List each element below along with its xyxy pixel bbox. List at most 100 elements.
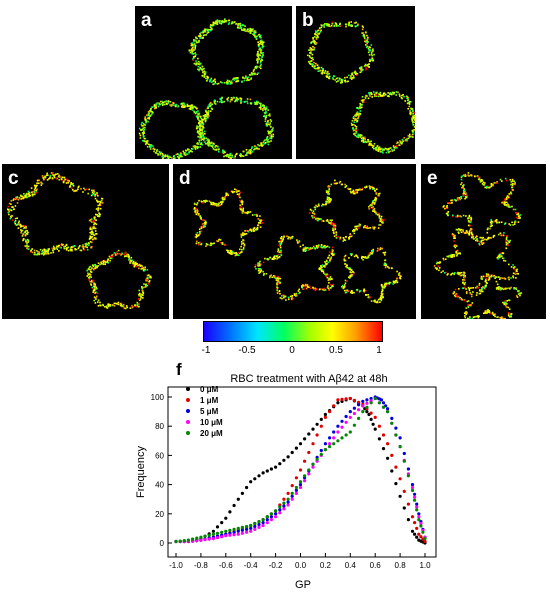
membrane-pixel: [499, 178, 502, 181]
membrane-pixel: [134, 261, 137, 264]
membrane-pixel: [205, 242, 208, 245]
membrane-pixel: [353, 71, 356, 74]
membrane-pixel: [322, 68, 324, 70]
membrane-pixel: [412, 122, 414, 124]
membrane-pixel: [91, 264, 94, 266]
membrane-pixel: [29, 194, 32, 197]
membrane-pixel: [244, 76, 247, 79]
membrane-pixel: [329, 258, 331, 261]
membrane-pixel: [253, 68, 255, 71]
membrane-pixel: [307, 60, 310, 63]
membrane-pixel: [256, 73, 258, 76]
membrane-pixel: [135, 305, 138, 308]
membrane-pixel: [139, 137, 142, 139]
membrane-pixel: [265, 107, 267, 110]
membrane-pixel: [249, 152, 252, 155]
membrane-pixel: [16, 223, 18, 226]
membrane-pixel: [196, 142, 199, 144]
membrane-pixel: [265, 114, 268, 117]
membrane-pixel: [86, 249, 89, 251]
membrane-pixel: [404, 100, 406, 102]
membrane-pixel: [365, 141, 368, 143]
data-point-series-3: [303, 479, 307, 483]
membrane-pixel: [502, 288, 505, 291]
membrane-pixel: [496, 181, 498, 183]
data-point-series-4: [265, 515, 269, 519]
membrane-pixel: [205, 77, 207, 80]
membrane-pixel: [239, 191, 241, 194]
membrane-pixel: [359, 102, 361, 105]
membrane-pixel: [381, 296, 383, 298]
membrane-pixel: [91, 267, 93, 269]
membrane-pixel: [317, 246, 319, 248]
membrane-pixel: [315, 204, 317, 207]
membrane-pixel: [360, 134, 363, 137]
membrane-pixel: [359, 105, 361, 107]
membrane-pixel: [207, 30, 209, 32]
membrane-pixel: [159, 152, 162, 155]
membrane-pixel: [266, 139, 269, 141]
data-point-series-4: [361, 410, 365, 414]
membrane-pixel: [222, 200, 224, 203]
membrane-pixel: [72, 246, 74, 248]
membrane-pixel: [195, 53, 197, 56]
membrane-pixel: [256, 215, 259, 217]
membrane-pixel: [316, 288, 318, 290]
membrane-pixel: [447, 255, 450, 258]
membrane-pixel: [344, 23, 347, 25]
membrane-pixel: [214, 20, 217, 23]
membrane-pixel: [303, 285, 306, 288]
membrane-pixel: [272, 135, 274, 138]
membrane-pixel: [297, 290, 300, 292]
membrane-pixel: [110, 254, 113, 257]
membrane-pixel: [364, 96, 367, 99]
membrane-pixel: [296, 241, 299, 243]
membrane-pixel: [455, 251, 458, 254]
membrane-pixel: [26, 194, 28, 196]
membrane-pixel: [468, 230, 471, 233]
membrane-pixel: [486, 310, 488, 313]
membrane-pixel: [479, 179, 482, 181]
membrane-pixel: [212, 148, 215, 150]
membrane-pixel: [304, 247, 307, 250]
membrane-pixel: [230, 22, 233, 25]
membrane-pixel: [195, 213, 198, 216]
membrane-pixel: [109, 257, 112, 260]
membrane-pixel: [396, 277, 399, 279]
membrane-pixel: [469, 291, 471, 294]
membrane-pixel: [377, 148, 380, 151]
membrane-pixel: [108, 259, 111, 262]
membrane-pixel: [45, 249, 47, 251]
membrane-pixel: [248, 74, 251, 76]
membrane-pixel: [51, 173, 54, 175]
membrane-pixel: [260, 102, 262, 105]
membrane-pixel: [203, 67, 205, 70]
membrane-pixel: [269, 275, 271, 277]
membrane-pixel: [401, 142, 403, 144]
data-point-series-4: [315, 457, 319, 461]
data-point-series-2: [253, 524, 257, 529]
membrane-pixel: [116, 303, 118, 305]
membrane-pixel: [34, 187, 36, 189]
membrane-pixel: [199, 135, 201, 138]
membrane-pixel: [380, 151, 382, 153]
x-tick-label: 0.0: [295, 561, 307, 570]
membrane-pixel: [349, 268, 352, 271]
membrane-pixel: [204, 114, 206, 117]
membrane-pixel: [471, 234, 474, 236]
data-point-series-4: [257, 520, 261, 524]
membrane-pixel: [311, 215, 313, 217]
membrane-pixel: [374, 299, 376, 302]
membrane-pixel: [119, 302, 122, 305]
data-point-series-2: [269, 515, 273, 519]
membrane-pixel: [457, 214, 459, 217]
membrane-pixel: [228, 252, 231, 254]
data-point-series-0: [307, 432, 311, 436]
membrane-pixel: [269, 123, 271, 126]
membrane-pixel: [455, 216, 457, 218]
membrane-pixel: [148, 276, 150, 279]
membrane-pixel: [315, 34, 318, 36]
membrane-pixel: [517, 217, 520, 219]
membrane-pixel: [276, 289, 278, 291]
membrane-pixel: [63, 176, 66, 179]
